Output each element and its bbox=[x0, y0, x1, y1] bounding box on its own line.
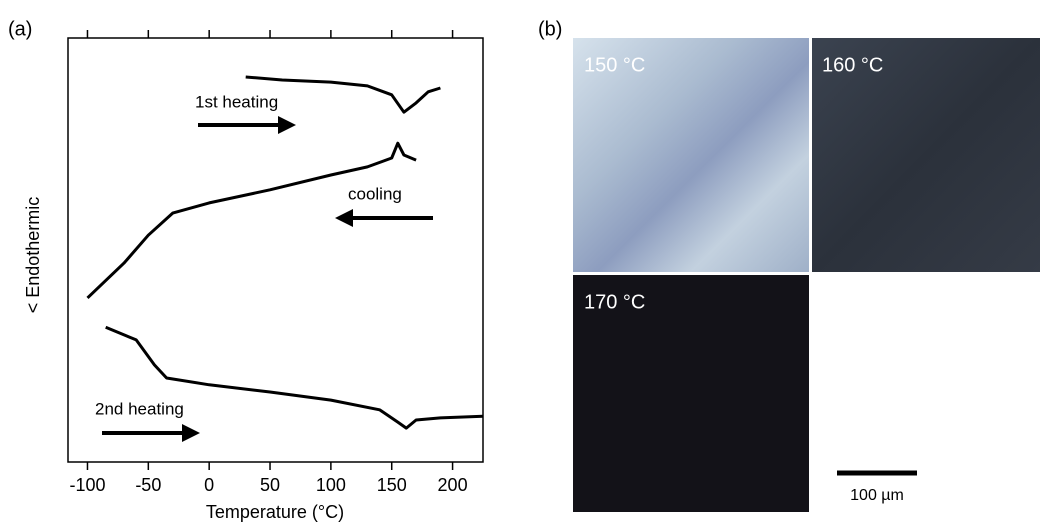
x-tick-label: 100 bbox=[316, 475, 346, 495]
arrows bbox=[102, 123, 433, 435]
line-series bbox=[86, 141, 417, 299]
x-tick-label: 50 bbox=[260, 475, 280, 495]
micrograph bbox=[812, 38, 1040, 272]
series-label: cooling bbox=[348, 184, 402, 203]
line-series bbox=[245, 75, 441, 114]
x-tick-label: 0 bbox=[204, 475, 214, 495]
x-tick-label: -50 bbox=[135, 475, 161, 495]
arrowheads bbox=[182, 116, 353, 442]
scale-bar-label: 100 µm bbox=[850, 487, 904, 504]
image-label: 170 °C bbox=[584, 291, 645, 313]
panel-label: (b) bbox=[538, 18, 562, 40]
x-tick-label: 200 bbox=[438, 475, 468, 495]
x-axis-label: Temperature (°C) bbox=[206, 502, 344, 522]
micrograph bbox=[573, 275, 809, 512]
series-label: 2nd heating bbox=[95, 399, 184, 418]
image-label: 150 °C bbox=[584, 54, 645, 76]
plot-frame bbox=[67, 37, 484, 463]
y-axis-label: < Endothermic bbox=[23, 197, 43, 314]
panel-label: (a) bbox=[8, 18, 32, 40]
x-tick-label: 150 bbox=[377, 475, 407, 495]
x-tick-label: -100 bbox=[69, 475, 105, 495]
series-label: 1st heating bbox=[195, 92, 278, 111]
micrograph bbox=[573, 38, 809, 272]
line-series bbox=[105, 325, 484, 430]
image-label: 160 °C bbox=[822, 54, 883, 76]
